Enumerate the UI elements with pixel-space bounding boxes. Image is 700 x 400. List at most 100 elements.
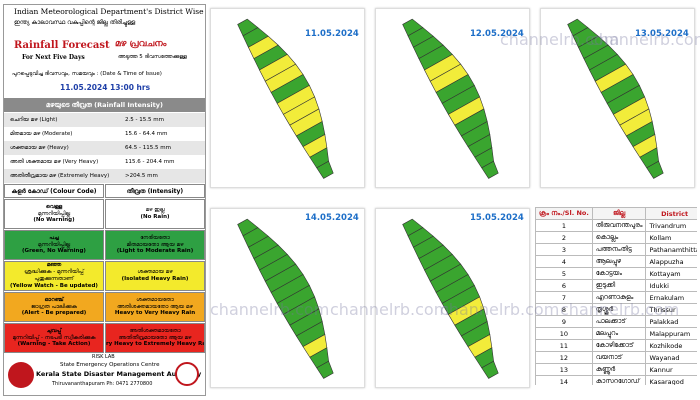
district xyxy=(316,360,334,379)
table-cell: 2 xyxy=(535,231,593,244)
intensity-text: (Isolated Heavy Rain) xyxy=(121,276,189,282)
district xyxy=(316,160,334,179)
map-panel xyxy=(375,208,530,388)
table-row: 11 കോഴിക്കോട് Kozhikode xyxy=(535,339,697,352)
forecast-sub-ml: അടുത്ത 5 ദിവസത്തേക്കുള്ള xyxy=(118,54,187,60)
colour-code-text: ശ്രദ്ധിക്കുക - മുന്നറിയിപ്പ് xyxy=(24,269,84,276)
table-cell: Kannur xyxy=(645,363,697,376)
table-cell: 14 xyxy=(535,375,593,385)
table-cell: Alappuzha xyxy=(645,255,697,268)
colour-heading: കളർ കോഡ് (Colour Code) xyxy=(4,184,104,198)
kerala-map xyxy=(237,218,334,379)
footer-contact: Thiruvananthapuram Ph: 0471 2770800 xyxy=(52,381,153,387)
forecast-ml: മഴ പ്രവചനം xyxy=(115,39,167,49)
table-row: 7 എറണാകുളം Ernakulam xyxy=(535,291,697,304)
map-date: 11.05.2024 xyxy=(305,29,359,39)
intensity-cell: നേരിയതോ മിതമായതോ ആയ മഴ (Light to Moderate … xyxy=(105,230,205,260)
forecast-sub: For Next Five Days xyxy=(22,54,85,61)
kerala-map xyxy=(567,18,664,179)
intensity-text: ശക്തമായതോ xyxy=(136,296,174,303)
intensity-text: ശക്തമായ മഴ xyxy=(137,269,173,276)
colour-code-text: (No Warning) xyxy=(33,217,75,224)
table-cell: ഇടുക്കി xyxy=(591,279,647,292)
intensity-label: അതിതീവ്രമായ മഴ (Extremely Heavy) xyxy=(10,173,110,179)
intensity-row xyxy=(4,127,205,141)
colour-code-text: പുതുക്കുന്നതാണ് xyxy=(34,276,74,282)
map-date: 13.05.2024 xyxy=(635,29,689,39)
table-cell: കോട്ടയം xyxy=(591,267,647,280)
intensity-row xyxy=(4,155,205,169)
map-date: 14.05.2024 xyxy=(305,213,359,223)
table-cell: കണ്ണൂർ xyxy=(591,363,647,376)
colour-code-text: പച്ച xyxy=(49,234,59,241)
watermark: channelrb.com xyxy=(590,30,700,49)
logo xyxy=(8,362,34,388)
table-row: 6 ഇടുക്കി Idukki xyxy=(535,279,697,292)
issue-time: 11.05.2024 13:00 hrs xyxy=(60,83,151,92)
map-panel xyxy=(210,8,365,188)
table-cell: പത്തനംതിട്ട xyxy=(591,243,647,256)
table-cell: ആലപ്പുഴ xyxy=(591,255,647,268)
table-cell: 12 xyxy=(535,351,593,364)
table-row: 9 പാലക്കാട് Palakkad xyxy=(535,315,697,328)
district-table: ക്രം നം./Sl. No. ജില്ല District 1 തിരുവനന്തപ… xyxy=(535,207,697,385)
colour-code-text: ജാഗ്രത പാലിക്കുക xyxy=(31,303,77,310)
footer-authority: Kerala State Disaster Management Authori… xyxy=(36,370,202,378)
intensity-row xyxy=(4,169,205,183)
colour-code-text: (Alert - Be prepared) xyxy=(21,310,87,317)
district xyxy=(481,160,499,179)
intensity-range: >204.5 mm xyxy=(125,173,158,179)
table-cell: 5 xyxy=(535,267,593,280)
colour-code-text: ഓറഞ്ച് xyxy=(44,296,64,303)
table-header-cell: ജില്ല xyxy=(591,207,647,220)
colour-code-text: മുന്നറിയിപ്പില്ല xyxy=(37,241,71,248)
intensity-heading: മഴയുടെ തീവ്രത (Rainfall Intensity) xyxy=(4,98,205,112)
intensity-text: അതിശക്തമായതോ xyxy=(129,327,181,334)
colour-code-text: മുന്നറിയിപ്പില്ല xyxy=(37,210,71,217)
intensity-range: 15.6 - 64.4 mm xyxy=(125,131,168,137)
colour-code-text: വെള്ള xyxy=(45,203,63,210)
colour-code-cell: മഞ്ഞ ശ്രദ്ധിക്കുക - മുന്നറിയിപ്പ് പുതുക്കു… xyxy=(4,261,104,291)
table-row: 1 തിരുവനന്തപുരം Trivandrum xyxy=(535,219,697,232)
table-cell: 1 xyxy=(535,219,593,232)
table-cell: Kozhikode xyxy=(645,339,697,352)
colour-code-text: (Warning - Take Action) xyxy=(17,341,91,348)
intensity-row xyxy=(4,113,205,127)
map-date: 15.05.2024 xyxy=(470,213,524,223)
table-cell: കോഴിക്കോട് xyxy=(591,339,647,352)
table-row: 10 മലപ്പുറം Malappuram xyxy=(535,327,697,340)
table-row: 8 തൃശ്ശൂർ Thrissur xyxy=(535,303,697,316)
table-row: 13 കണ്ണൂർ Kannur xyxy=(535,363,697,376)
table-cell: Wayanad xyxy=(645,351,697,364)
table-cell: വയനാട് xyxy=(591,351,647,364)
intensity-text: (Light to Moderate Rain) xyxy=(116,248,194,255)
forecast-title: Rainfall Forecast xyxy=(14,40,110,51)
colour-code-cell: വെള്ള മുന്നറിയിപ്പില്ല (No Warning) xyxy=(4,199,104,229)
table-cell: 6 xyxy=(535,279,593,292)
intensity-text: (No Rain) xyxy=(140,214,170,220)
table-cell: Pathanamthitta xyxy=(645,243,697,256)
table-header-cell: District xyxy=(645,207,697,220)
table-row: 14 കാസറഗോഡ് Kasaragod xyxy=(535,375,697,385)
watermark: channelrb.com xyxy=(330,300,450,319)
table-row: 12 വയനാട് Wayanad xyxy=(535,351,697,364)
colour-code-cell: ഓറഞ്ച് ജാഗ്രത പാലിക്കുക (Alert - Be prepar… xyxy=(4,292,104,322)
intensity-text: അതിതീവ്രമായതോ ആയ മഴ xyxy=(118,334,192,341)
table-cell: Malappuram xyxy=(645,327,697,340)
intensity-label: ശക്തമായ മഴ (Heavy) xyxy=(10,145,69,151)
footer-lab: RISK LAB xyxy=(92,354,115,360)
issue-label: പുറപ്പെടുവിച്ച ദിവസവും, സമയവും : (Date &… xyxy=(12,71,162,77)
left-panel xyxy=(3,4,206,396)
intensity-cell: ശക്തമായ മഴ (Isolated Heavy Rain) xyxy=(105,261,205,291)
intensity-text: മഴ ഇല്ല xyxy=(145,207,165,214)
intensity-label: ചെറിയ മഴ (Light) xyxy=(10,117,58,123)
table-row: 4 ആലപ്പുഴ Alappuzha xyxy=(535,255,697,268)
intensity-cell: ശക്തമായതോ അതിശക്തമായതോ ആയ മഴ Heavy to Very… xyxy=(105,292,205,322)
table-cell: തിരുവനന്തപുരം xyxy=(591,219,647,232)
intensity-label: അതി ശക്തമായ മഴ (Very Heavy) xyxy=(10,159,99,165)
table-cell: 3 xyxy=(535,243,593,256)
colour-code-text: മുന്നറിയിപ്പ് - നടപടി സ്വീകരിക്കുക xyxy=(12,334,96,341)
subtitle: ഇന്ത്യ കാലാവസ്ഥ വകുപ്പിന്റെ ജില്ല തിരിച്… xyxy=(14,19,136,26)
intensity-cell: അതിശക്തമായതോഅതിതീവ്രമായതോ ആയ മഴVery Heav… xyxy=(105,323,205,353)
